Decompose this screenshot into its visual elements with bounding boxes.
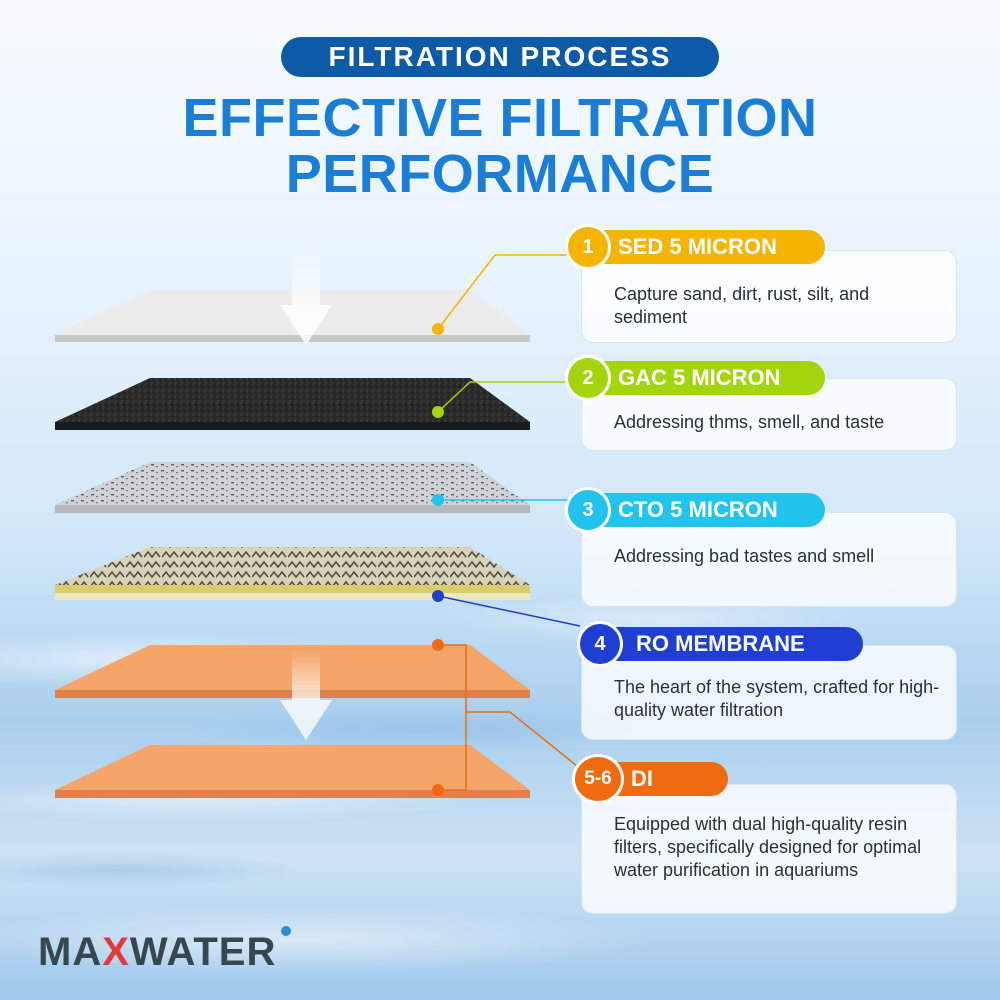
- stage-card-1: Capture sand, dirt, rust, silt, and sedi…: [581, 250, 957, 343]
- stage-title: CTO 5 MICRON: [618, 497, 778, 522]
- stage-title: RO MEMBRANE: [636, 631, 805, 656]
- stage-tag-1: 1 SED 5 MICRON: [568, 227, 825, 267]
- stage-tag-5-6: 5-6 DI: [575, 757, 728, 801]
- layer-ro: [55, 547, 530, 600]
- stage-description: Addressing bad tastes and smell: [614, 546, 875, 566]
- section-pill-label: FILTRATION PROCESS: [328, 41, 672, 72]
- brand-name-part1: MA: [38, 930, 103, 974]
- page-title-line-2: PERFORMANCE: [285, 144, 715, 204]
- stage-card-5-6: Equipped with dual high-quality resin fi…: [581, 784, 957, 914]
- brand-logo: MAXWATER: [38, 930, 276, 975]
- stage-description: Capture sand, dirt, rust, silt, and sedi…: [614, 284, 870, 327]
- layer-cto: [55, 462, 530, 513]
- brand-name-x: X: [102, 930, 130, 974]
- connector-dots: [432, 323, 444, 796]
- connector-lines: [437, 254, 583, 791]
- stage-description: Addressing thms, smell, and taste: [614, 412, 885, 432]
- stage-number-badge: 2: [568, 358, 608, 398]
- brand-name-part2: WATER: [129, 930, 277, 974]
- layer-gac: [55, 378, 530, 430]
- section-pill: FILTRATION PROCESS: [281, 37, 719, 77]
- stage-number-badge: 4: [580, 624, 620, 664]
- stage-tag-3: 3 CTO 5 MICRON: [568, 490, 825, 530]
- stage-title: GAC 5 MICRON: [618, 365, 781, 390]
- water-drop-icon: [281, 926, 291, 936]
- stage-title: DI: [631, 766, 653, 791]
- stage-tag-4: 4 RO MEMBRANE: [580, 624, 863, 664]
- stage-card-3: Addressing bad tastes and smell: [581, 512, 957, 607]
- stage-number-badge: 1: [568, 227, 608, 267]
- stage-title: SED 5 MICRON: [618, 234, 777, 259]
- stage-tag-2: 2 GAC 5 MICRON: [568, 358, 825, 398]
- stage-number-badge: 3: [568, 490, 608, 530]
- layer-di-2: [55, 745, 530, 798]
- stage-description: Equipped with dual high-quality resin fi…: [614, 814, 922, 880]
- page-title: EFFECTIVE FILTRATION PERFORMANCE: [0, 90, 1000, 202]
- stage-number-badge: 5-6: [575, 757, 621, 801]
- page-title-line-1: EFFECTIVE FILTRATION: [182, 88, 818, 148]
- flow-arrows: [280, 245, 332, 740]
- stage-description: The heart of the system, crafted for hig…: [614, 677, 940, 720]
